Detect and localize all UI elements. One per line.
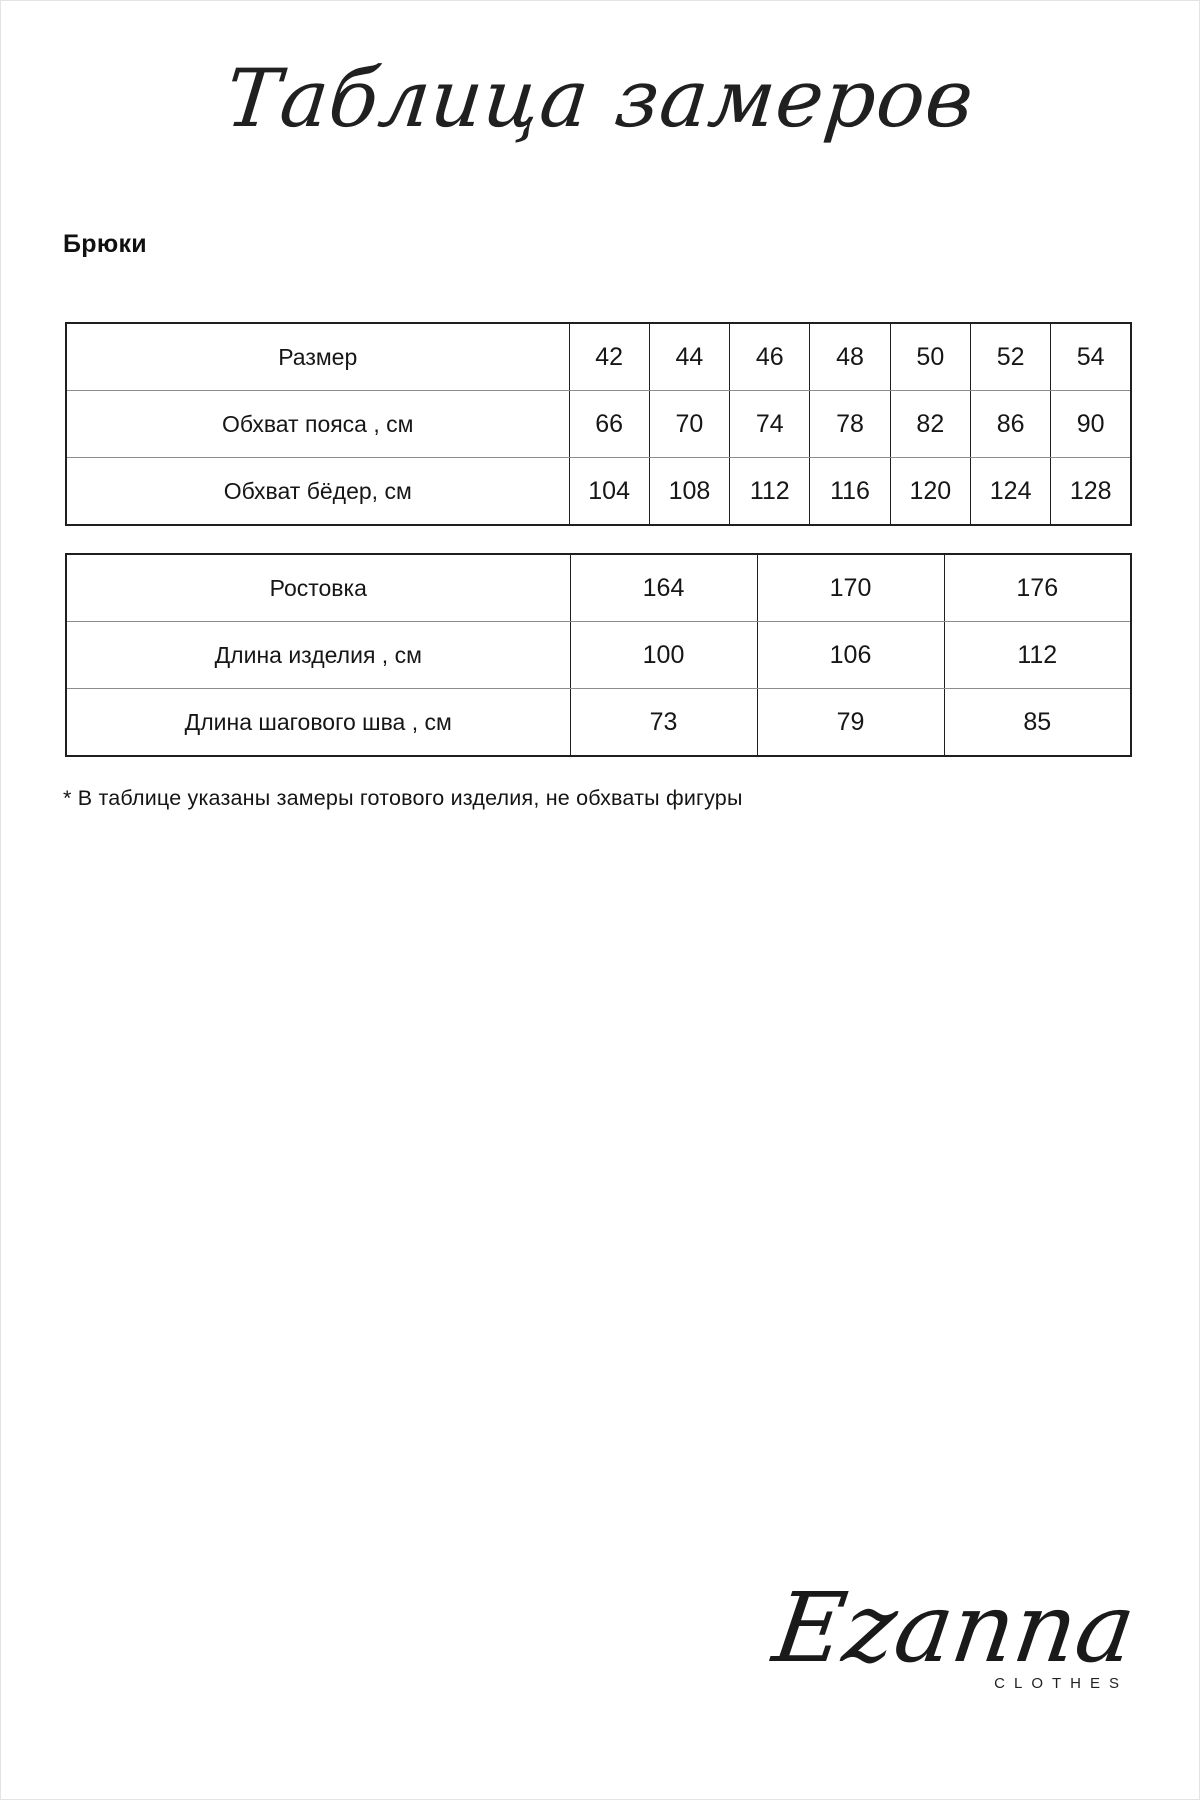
height-cell: 170 [757, 554, 945, 622]
row-label-hips: Обхват бёдер, см [66, 457, 570, 526]
table-row-inseam: Длина шагового шва , см 73 79 85 [66, 688, 1132, 757]
hips-cell: 116 [809, 457, 891, 526]
hips-cell: 112 [729, 457, 811, 526]
size-cell: 46 [729, 323, 811, 391]
hips-cell: 108 [649, 457, 731, 526]
size-cell: 52 [970, 323, 1052, 391]
table-row-height: Ростовка 164 170 176 [66, 554, 1132, 622]
row-label-size: Размер [66, 323, 570, 391]
size-cell: 48 [809, 323, 891, 391]
garment-length-cell: 100 [570, 621, 758, 689]
waist-cell: 70 [649, 390, 731, 458]
brand-logo: Ezanna CLOTHES [767, 1572, 1142, 1692]
waist-cell: 78 [809, 390, 891, 458]
hips-cell: 104 [569, 457, 650, 526]
waist-cell: 82 [890, 390, 971, 458]
waist-cell: 66 [569, 390, 650, 458]
inseam-cell: 79 [757, 688, 945, 757]
size-cell: 44 [649, 323, 731, 391]
hips-cell: 120 [890, 457, 971, 526]
table-row-hips: Обхват бёдер, см 104 108 112 116 120 124… [66, 457, 1132, 526]
brand-subtitle: CLOTHES [994, 1674, 1128, 1692]
brand-name: Ezanna [767, 1572, 1142, 1684]
measurements-footnote: * В таблице указаны замеры готового изде… [63, 786, 743, 810]
size-cell: 54 [1050, 323, 1132, 391]
inseam-cell: 85 [944, 688, 1132, 757]
size-cell: 42 [569, 323, 650, 391]
table-row-garment-length: Длина изделия , см 100 106 112 [66, 621, 1132, 689]
length-table: Ростовка 164 170 176 Длина изделия , см … [65, 553, 1132, 757]
garment-length-cell: 106 [757, 621, 945, 689]
waist-cell: 90 [1050, 390, 1132, 458]
hips-cell: 128 [1050, 457, 1132, 526]
section-heading-trousers: Брюки [63, 230, 147, 258]
height-cell: 164 [570, 554, 758, 622]
size-table: Размер 42 44 46 48 50 52 54 Обхват пояса… [65, 322, 1133, 526]
size-cell: 50 [890, 323, 971, 391]
row-label-height: Ростовка [66, 554, 571, 622]
waist-cell: 74 [729, 390, 811, 458]
row-label-inseam: Длина шагового шва , см [66, 688, 571, 757]
hips-cell: 124 [970, 457, 1052, 526]
table-row-size: Размер 42 44 46 48 50 52 54 [66, 323, 1132, 391]
height-cell: 176 [944, 554, 1132, 622]
row-label-garment-length: Длина изделия , см [66, 621, 571, 689]
waist-cell: 86 [970, 390, 1052, 458]
inseam-cell: 73 [570, 688, 758, 757]
row-label-waist: Обхват пояса , см [66, 390, 570, 458]
table-row-waist: Обхват пояса , см 66 70 74 78 82 86 90 [66, 390, 1132, 458]
page-title: Таблица замеров [221, 52, 979, 145]
garment-length-cell: 112 [944, 621, 1132, 689]
